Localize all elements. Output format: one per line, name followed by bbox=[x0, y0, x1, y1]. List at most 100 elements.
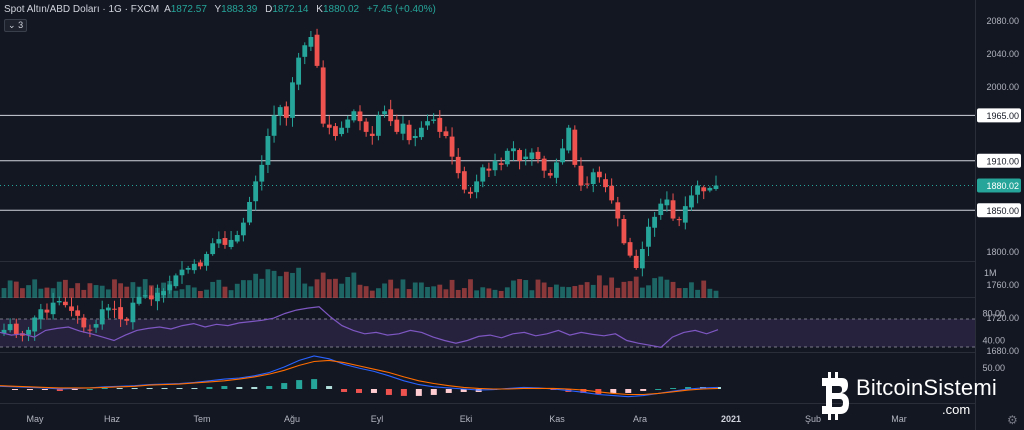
volume-bar[interactable] bbox=[271, 270, 277, 298]
macd-histogram-bar[interactable] bbox=[341, 389, 348, 392]
volume-bar[interactable] bbox=[118, 283, 124, 298]
candle-body[interactable] bbox=[7, 324, 13, 331]
volume-bar[interactable] bbox=[676, 288, 682, 298]
candle-body[interactable] bbox=[461, 171, 467, 190]
volume-bar[interactable] bbox=[652, 278, 658, 298]
candle-body[interactable] bbox=[13, 323, 19, 334]
candle-body[interactable] bbox=[480, 167, 486, 182]
candle-body[interactable] bbox=[26, 329, 31, 335]
volume-bar[interactable] bbox=[682, 288, 688, 298]
candle-body[interactable] bbox=[517, 150, 522, 161]
volume-bar[interactable] bbox=[253, 273, 259, 298]
candle-body[interactable] bbox=[339, 127, 344, 135]
volume-bar[interactable] bbox=[590, 284, 596, 298]
volume-bar[interactable] bbox=[290, 272, 295, 298]
volume-bar[interactable] bbox=[701, 280, 707, 298]
volume-bar[interactable] bbox=[517, 279, 522, 298]
volume-bar[interactable] bbox=[572, 286, 578, 298]
macd-histogram-bar[interactable] bbox=[296, 380, 303, 389]
volume-bar[interactable] bbox=[62, 279, 68, 298]
candle-body[interactable] bbox=[682, 206, 688, 223]
macd-histogram-bar[interactable] bbox=[460, 389, 467, 392]
macd-histogram-bar[interactable] bbox=[26, 389, 33, 390]
volume-bar[interactable] bbox=[382, 283, 387, 298]
candle-body[interactable] bbox=[99, 309, 105, 325]
symbol-title[interactable]: Spot Altın/ABD Doları · 1G · FXCM bbox=[4, 4, 160, 15]
volume-bar[interactable] bbox=[455, 289, 461, 298]
macd-histogram-bar[interactable] bbox=[251, 387, 258, 389]
candle-body[interactable] bbox=[689, 195, 694, 208]
volume-bar[interactable] bbox=[461, 288, 467, 298]
candle-body[interactable] bbox=[572, 129, 578, 165]
volume-bar[interactable] bbox=[412, 282, 418, 298]
volume-bar[interactable] bbox=[400, 279, 406, 298]
candle-body[interactable] bbox=[676, 219, 682, 221]
candle-body[interactable] bbox=[468, 191, 473, 194]
macd-histogram-bar[interactable] bbox=[266, 386, 273, 389]
macd-histogram-bar[interactable] bbox=[385, 389, 392, 395]
candle-body[interactable] bbox=[369, 133, 375, 136]
volume-bar[interactable] bbox=[363, 286, 369, 298]
level-price-badge[interactable] bbox=[977, 203, 1021, 218]
volume-bar[interactable] bbox=[443, 289, 449, 298]
candle-body[interactable] bbox=[216, 239, 222, 244]
volume-bar[interactable] bbox=[670, 281, 676, 298]
candle-body[interactable] bbox=[474, 181, 480, 193]
volume-bar[interactable] bbox=[185, 285, 191, 298]
candle-body[interactable] bbox=[333, 126, 338, 136]
candle-body[interactable] bbox=[179, 269, 185, 276]
macd-histogram-bar[interactable] bbox=[101, 388, 108, 390]
volume-bar[interactable] bbox=[302, 283, 308, 298]
volume-bar[interactable] bbox=[13, 281, 19, 298]
volume-bar[interactable] bbox=[191, 287, 197, 298]
macd-histogram-bar[interactable] bbox=[41, 389, 48, 390]
volume-bar[interactable] bbox=[161, 282, 166, 298]
candle-body[interactable] bbox=[554, 162, 559, 178]
volume-bar[interactable] bbox=[277, 276, 283, 298]
candle-body[interactable] bbox=[105, 307, 111, 311]
volume-bar[interactable] bbox=[357, 284, 363, 298]
volume-bar[interactable] bbox=[560, 286, 565, 298]
candle-body[interactable] bbox=[1, 329, 7, 334]
volume-bar[interactable] bbox=[418, 282, 424, 298]
volume-bar[interactable] bbox=[7, 280, 13, 298]
macd-histogram-bar[interactable] bbox=[236, 387, 243, 389]
candle-body[interactable] bbox=[382, 111, 387, 115]
candle-body[interactable] bbox=[118, 307, 124, 320]
volume-bar[interactable] bbox=[87, 283, 93, 298]
candle-body[interactable] bbox=[302, 45, 308, 57]
candle-body[interactable] bbox=[486, 168, 492, 171]
candle-body[interactable] bbox=[56, 301, 62, 303]
macd-histogram-bar[interactable] bbox=[176, 388, 183, 390]
volume-bar[interactable] bbox=[50, 288, 56, 298]
macd-histogram-bar[interactable] bbox=[56, 389, 63, 391]
candle-body[interactable] bbox=[259, 164, 265, 182]
volume-bar[interactable] bbox=[112, 279, 117, 298]
candle-body[interactable] bbox=[50, 302, 56, 315]
candle-body[interactable] bbox=[609, 185, 615, 201]
macd-histogram-bar[interactable] bbox=[715, 387, 721, 389]
candle-body[interactable] bbox=[191, 263, 197, 271]
candle-body[interactable] bbox=[658, 203, 664, 216]
symbol-header[interactable]: Spot Altın/ABD Doları · 1G · FXCM A1872.… bbox=[4, 4, 441, 15]
volume-bar[interactable] bbox=[646, 285, 651, 298]
volume-bar[interactable] bbox=[32, 279, 38, 298]
volume-bar[interactable] bbox=[93, 285, 99, 298]
candle-body[interactable] bbox=[326, 124, 332, 128]
settings-gear-icon[interactable]: ⚙ bbox=[1007, 413, 1018, 427]
macd-histogram-bar[interactable] bbox=[625, 389, 632, 393]
volume-bar[interactable] bbox=[578, 284, 584, 298]
candle-body[interactable] bbox=[670, 200, 676, 219]
macd-histogram-bar[interactable] bbox=[356, 389, 362, 393]
volume-bar[interactable] bbox=[69, 288, 74, 298]
volume-bar[interactable] bbox=[468, 279, 473, 298]
volume-bar[interactable] bbox=[308, 286, 314, 298]
volume-bar[interactable] bbox=[228, 290, 234, 298]
candle-body[interactable] bbox=[713, 185, 719, 189]
candle-body[interactable] bbox=[547, 173, 553, 176]
candle-body[interactable] bbox=[523, 156, 529, 160]
macd-histogram-bar[interactable] bbox=[311, 379, 318, 389]
volume-bar[interactable] bbox=[81, 289, 87, 298]
volume-bar[interactable] bbox=[713, 290, 719, 298]
volume-bar[interactable] bbox=[155, 287, 160, 298]
